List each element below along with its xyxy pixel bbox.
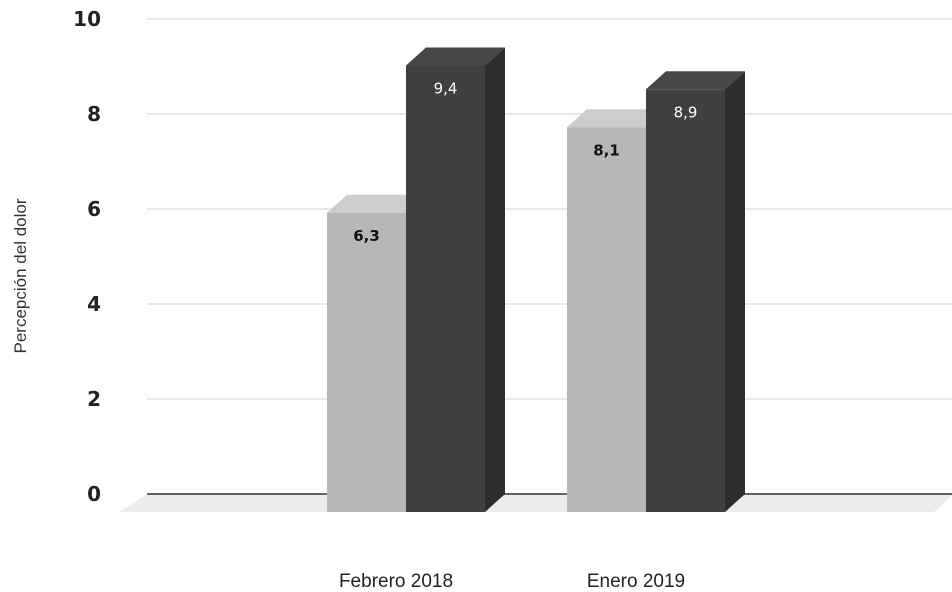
- y-tick-label: 8: [87, 102, 101, 126]
- bars: 6,3 9,4 8,1 8,9: [327, 47, 745, 512]
- data-label: 6,3: [353, 227, 380, 245]
- x-tick-label: Febrero 2018: [339, 571, 453, 592]
- bar-top: [567, 109, 666, 128]
- bar-top: [646, 71, 745, 90]
- floor-plane: [119, 494, 952, 512]
- x-axis-ticks: Febrero 2018 Enero 2019: [339, 571, 685, 592]
- bar: 9,4: [406, 47, 505, 512]
- y-tick-label: 6: [87, 197, 101, 221]
- x-tick-label: Enero 2019: [587, 571, 685, 592]
- y-tick-label: 2: [87, 387, 101, 411]
- bar-front: [646, 89, 725, 512]
- bar-front: [406, 65, 485, 512]
- bar-side: [485, 47, 505, 512]
- data-label: 8,1: [593, 141, 620, 159]
- y-tick-label: 10: [73, 7, 101, 31]
- y-tick-label: 4: [87, 292, 101, 316]
- bar-top: [327, 194, 426, 213]
- bar-top: [406, 47, 505, 66]
- bar-front: [327, 212, 406, 512]
- y-axis-label: Percepción del dolor: [11, 198, 30, 353]
- grid-lines: [147, 18, 952, 495]
- data-label: 8,9: [674, 103, 698, 121]
- y-tick-label: 0: [87, 482, 101, 506]
- bar-front: [567, 127, 646, 512]
- chart-floor: [119, 494, 952, 512]
- bar: 8,9: [646, 71, 745, 512]
- bar-side: [725, 71, 745, 512]
- data-label: 9,4: [434, 80, 458, 98]
- y-axis-ticks: 0 2 4 6 8 10: [73, 7, 101, 506]
